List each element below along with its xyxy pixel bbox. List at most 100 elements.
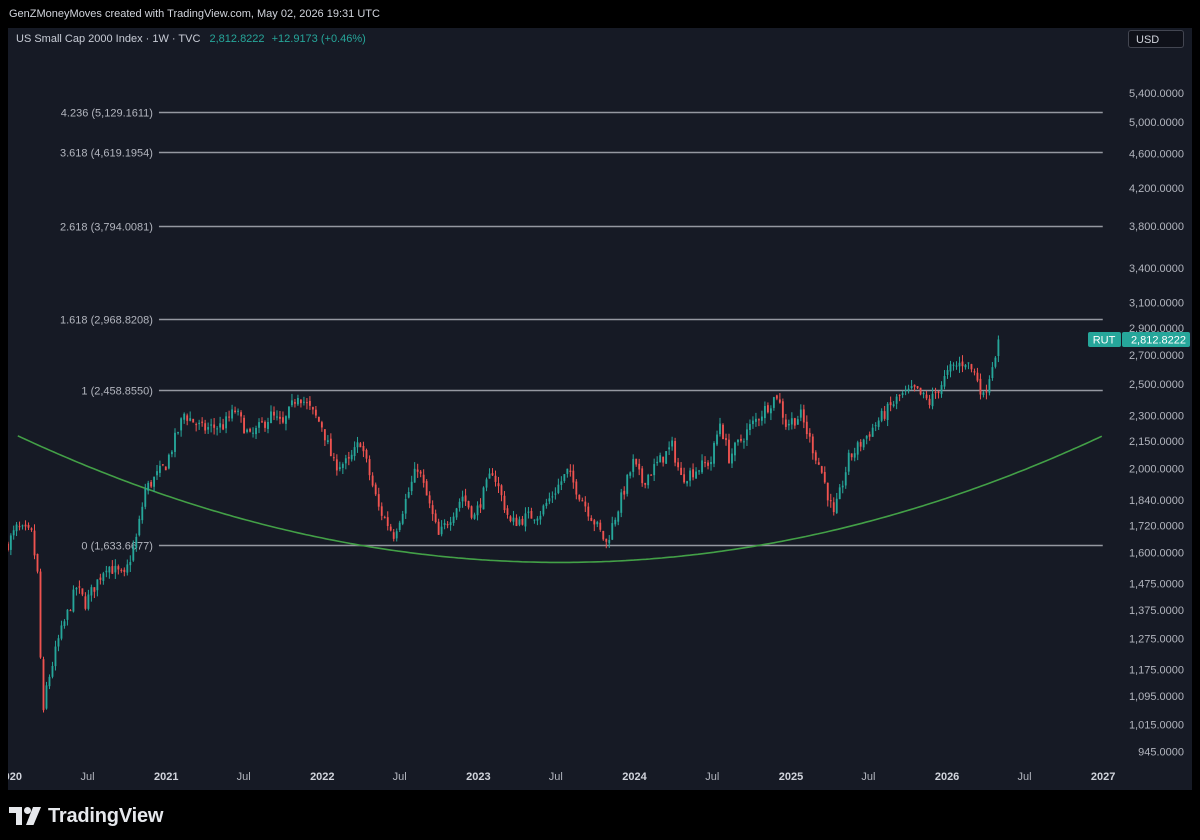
candle-body <box>689 470 692 481</box>
candle-body <box>102 573 105 581</box>
candle <box>302 396 305 406</box>
candle-body <box>919 387 922 395</box>
candle-body <box>311 407 314 410</box>
candle-body <box>841 485 844 488</box>
candle-body <box>844 472 847 486</box>
time-tick-label: Jul <box>705 771 719 783</box>
candle <box>156 464 158 480</box>
candle <box>901 390 904 398</box>
candle <box>174 428 176 458</box>
candle-body <box>913 384 916 387</box>
candle <box>180 417 183 437</box>
candle-body <box>811 436 814 454</box>
candle-body <box>701 460 703 473</box>
candle <box>737 439 739 446</box>
candle <box>656 456 659 466</box>
candle-body <box>210 424 213 426</box>
candle-body <box>659 455 662 463</box>
price-chart[interactable]: 4.236 (5,129.1611) 3.618 (4,619.1954) 2.61… <box>8 28 1192 790</box>
time-tick-label: 2023 <box>466 771 490 783</box>
candle <box>832 497 835 516</box>
candle <box>698 469 700 475</box>
candle-body <box>416 469 419 472</box>
price-tick-label: 1,600.0000 <box>1129 548 1184 560</box>
candle <box>273 406 275 421</box>
candle-body <box>766 405 769 413</box>
candle <box>925 390 928 401</box>
candle <box>743 438 745 449</box>
candle-body <box>784 419 787 427</box>
candle <box>904 385 907 396</box>
price-axis[interactable]: 5,400.0000 5,000.0000 4,600.0000 4,200.0000… <box>1129 88 1184 759</box>
rounding-arc-layer[interactable] <box>17 435 1103 564</box>
candle-body <box>84 596 87 609</box>
candle-body <box>252 432 254 434</box>
tradingview-logo[interactable]: TradingView <box>9 804 163 828</box>
candle <box>470 505 473 520</box>
candle <box>722 423 724 440</box>
candle-body <box>473 514 476 519</box>
candle-body <box>422 474 425 483</box>
candle <box>404 493 407 519</box>
candle <box>820 465 823 474</box>
price-tick-label: 1,175.0000 <box>1129 664 1184 676</box>
candle <box>793 417 796 429</box>
candle <box>760 410 763 426</box>
candle-body <box>937 391 940 394</box>
candle <box>662 456 665 467</box>
currency-button[interactable]: USD <box>1128 30 1184 48</box>
candle-body <box>464 495 467 502</box>
candle <box>246 428 248 434</box>
candle <box>311 406 314 415</box>
time-axis[interactable]: 2020 Jul 2021 Jul 2022 Jul 2023 Jul 2024 Jul 2025 J… <box>8 771 1115 783</box>
candle-body <box>769 408 772 414</box>
candle-body <box>120 569 123 571</box>
candle-body <box>799 409 802 418</box>
symbol-legend[interactable]: US Small Cap 2000 Index · 1W · TVC 2,812… <box>16 33 366 45</box>
candle-body <box>620 492 623 513</box>
candle-body <box>817 462 820 465</box>
candle <box>781 398 784 425</box>
candle <box>114 559 117 579</box>
candle-body <box>593 520 596 525</box>
candle-body <box>33 530 36 556</box>
last-price: 2,812.8222 <box>209 33 265 45</box>
candle <box>249 427 251 433</box>
candle <box>955 361 958 370</box>
candle-body <box>81 588 84 595</box>
rounding-bottom-arc[interactable] <box>17 435 1103 564</box>
candle <box>623 486 626 500</box>
candle <box>204 419 207 434</box>
fib-extension-levels[interactable]: 4.236 (5,129.1611) 3.618 (4,619.1954) 2.61… <box>60 108 1103 553</box>
candle-body <box>662 456 665 463</box>
candle-body <box>832 502 835 513</box>
candle-body <box>54 646 57 667</box>
candle <box>108 566 111 579</box>
time-tick-label: 2024 <box>622 771 647 783</box>
candle <box>201 417 204 427</box>
price-tick-label: 1,840.0000 <box>1129 495 1184 507</box>
candle-body <box>180 418 183 431</box>
candle-body <box>802 409 805 423</box>
candle-body <box>763 406 766 419</box>
candle-body <box>775 395 778 399</box>
candle <box>880 408 883 423</box>
candle-body <box>560 481 563 485</box>
candle-body <box>297 397 299 405</box>
chart-panel[interactable]: 4.236 (5,129.1611) 3.618 (4,619.1954) 2.61… <box>8 28 1192 790</box>
candle-body <box>731 453 733 464</box>
candle <box>500 484 503 502</box>
candle-body <box>587 506 590 517</box>
candle <box>958 356 961 373</box>
candle <box>982 390 985 398</box>
fib-level-label: 1.618 (2,968.8208) <box>60 315 153 327</box>
candle-body <box>509 516 512 522</box>
candle <box>799 404 802 422</box>
candle-body <box>189 418 192 421</box>
candle-body <box>641 468 644 484</box>
price-tick-label: 1,475.0000 <box>1129 578 1184 590</box>
price-tick-label: 3,400.0000 <box>1129 263 1184 275</box>
candle <box>835 492 838 515</box>
candle <box>949 360 952 378</box>
candle-body <box>934 392 937 394</box>
